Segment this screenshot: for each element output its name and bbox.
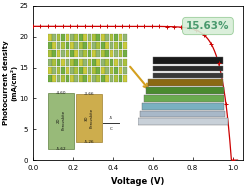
Text: 15.63%: 15.63% xyxy=(186,21,230,31)
Y-axis label: Photocurrent density
(mA/cm²): Photocurrent density (mA/cm²) xyxy=(3,41,18,125)
X-axis label: Voltage (V): Voltage (V) xyxy=(111,177,164,186)
